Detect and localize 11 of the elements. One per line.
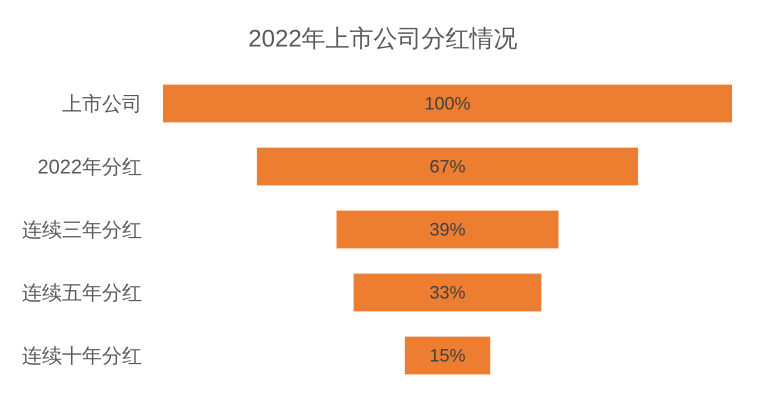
data-label: 39% xyxy=(429,220,466,240)
category-label: 上市公司 xyxy=(62,94,142,116)
text: 2022年上市公司分红情况 xyxy=(248,25,518,52)
category-label: 2022年分红 xyxy=(38,156,142,178)
data-label: 33% xyxy=(429,282,466,302)
data-label: 67% xyxy=(429,156,466,176)
category-label: 连续十年分红 xyxy=(22,346,142,368)
data-label: 15% xyxy=(429,346,466,366)
category-label: 连续五年分红 xyxy=(22,282,142,304)
category-label: 连续三年分红 xyxy=(22,220,142,242)
data-label: 100% xyxy=(424,94,471,114)
